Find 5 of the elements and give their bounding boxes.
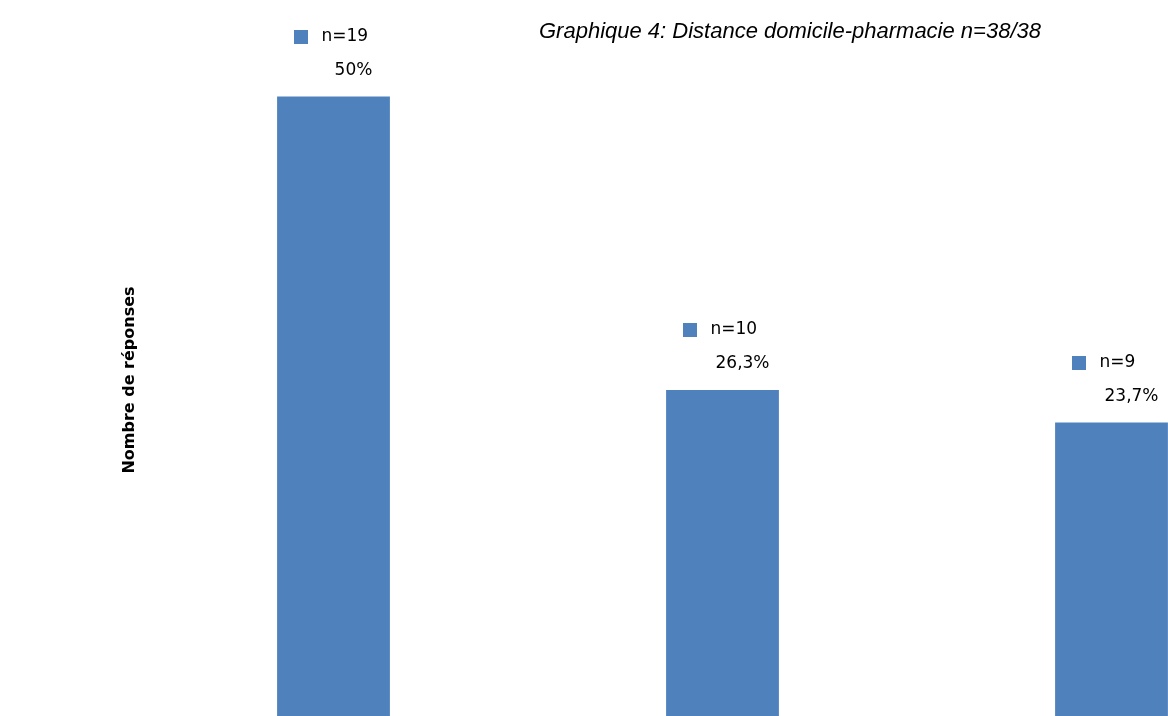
y-axis-title: Nombre de réponses [118,286,138,474]
data-label: n=9 23,7% [1099,351,1159,406]
data-label: n=19 50% [321,25,373,80]
data-label: n=10 26,3% [710,318,770,373]
chart-title: Graphique 4: Distance domicile-pharmacie n=38/38 [538,18,1042,44]
